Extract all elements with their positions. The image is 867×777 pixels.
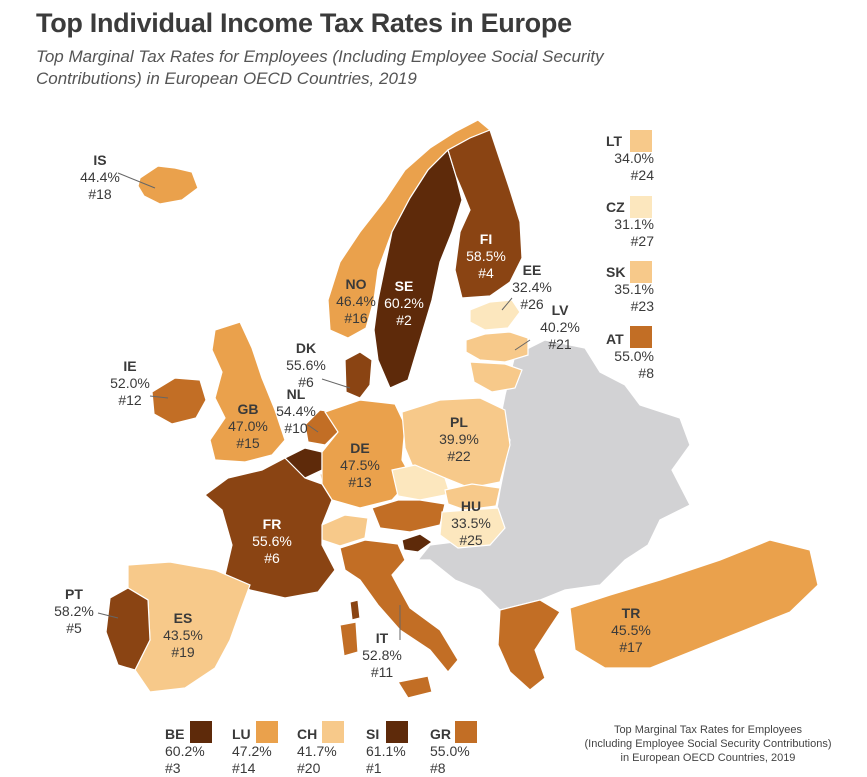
footnote: Top Marginal Tax Rates for Employees (In… <box>584 724 832 764</box>
side-label-SK: SK 35.1% #23 <box>606 264 654 314</box>
label-SE: SE 60.2% #2 <box>384 278 424 328</box>
country-FI[interactable] <box>447 129 523 299</box>
label-TR: TR 45.5% #17 <box>611 605 651 655</box>
label-LV: LV 40.2% #21 <box>540 302 580 352</box>
label-FI: FI 58.5% #4 <box>466 231 506 281</box>
swatch-BE <box>190 721 212 743</box>
country-GR[interactable] <box>497 599 561 691</box>
swatch-LT <box>630 130 652 152</box>
label-EE: EE 32.4% #26 <box>512 262 552 312</box>
island-sicily[interactable] <box>397 675 433 699</box>
country-IE[interactable] <box>151 377 207 425</box>
country-SE[interactable] <box>373 148 463 389</box>
side-label-LT: LT 34.0% #24 <box>606 133 654 183</box>
swatch-GR <box>455 721 477 743</box>
label-PL: PL 39.9% #22 <box>439 414 479 464</box>
label-IS: IS 44.4% #18 <box>80 152 120 202</box>
label-GB: GB 47.0% #15 <box>228 401 268 451</box>
island-corsica[interactable] <box>349 599 361 621</box>
country-HU[interactable] <box>439 507 506 549</box>
country-FR[interactable] <box>204 457 336 599</box>
country-EE[interactable] <box>469 299 521 331</box>
country-DK[interactable] <box>344 351 373 399</box>
country-IT[interactable] <box>339 539 459 673</box>
country-TR[interactable] <box>569 539 819 669</box>
country-PT[interactable] <box>105 587 151 671</box>
label-NL: NL 54.4% #10 <box>276 386 316 436</box>
bottom-label-CH: CH 41.7% #20 <box>297 726 337 776</box>
bottom-label-GR: GR 55.0% #8 <box>430 726 470 776</box>
label-NO: NO 46.4% #16 <box>336 276 376 326</box>
leader-lines <box>97 172 531 640</box>
label-HU: HU 33.5% #25 <box>451 498 491 548</box>
label-PT: PT 58.2% #5 <box>54 586 94 636</box>
label-IE: IE 52.0% #12 <box>110 358 150 408</box>
side-label-CZ: CZ 31.1% #27 <box>606 199 654 249</box>
swatch-CH <box>322 721 344 743</box>
swatch-SK <box>630 261 652 283</box>
country-DE[interactable] <box>321 399 413 509</box>
country-LV[interactable] <box>465 331 529 363</box>
label-DE: DE 47.5% #13 <box>340 440 380 490</box>
swatch-LU <box>256 721 278 743</box>
bottom-label-SI: SI 61.1% #1 <box>366 726 406 776</box>
country-AT[interactable] <box>371 499 446 533</box>
country-SK[interactable] <box>444 483 501 511</box>
page-subtitle: Top Marginal Tax Rates for Employees (In… <box>36 47 604 88</box>
page-title: Top Individual Income Tax Rates in Europ… <box>36 8 572 38</box>
country-LT[interactable] <box>469 361 523 393</box>
country-GB[interactable] <box>209 321 286 463</box>
country-PL[interactable] <box>401 397 511 489</box>
label-ES: ES 43.5% #19 <box>163 610 203 660</box>
label-FR: FR 55.6% #6 <box>252 516 292 566</box>
side-label-AT: AT 55.0% #8 <box>606 331 654 381</box>
country-SI[interactable] <box>401 533 434 553</box>
label-IT: IT 52.8% #11 <box>362 630 402 680</box>
bottom-label-BE: BE 60.2% #3 <box>165 726 205 776</box>
swatch-AT <box>630 326 652 348</box>
label-DK: DK 55.6% #6 <box>286 340 326 390</box>
bottom-label-LU: LU 47.2% #14 <box>232 726 272 776</box>
swatch-CZ <box>630 196 652 218</box>
country-IS[interactable] <box>137 165 199 205</box>
island-sardinia[interactable] <box>339 621 359 657</box>
swatch-SI <box>386 721 408 743</box>
